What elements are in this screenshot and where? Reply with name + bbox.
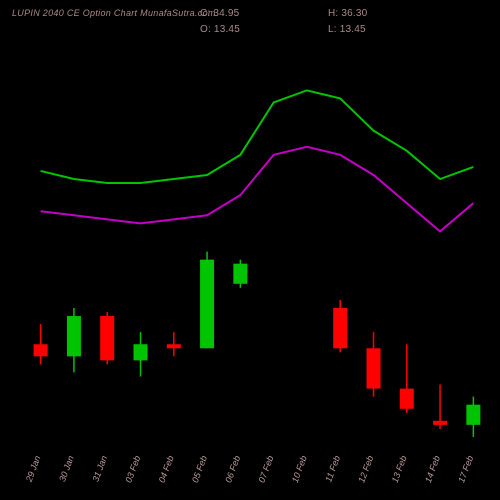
x-axis-label: 12 Feb (356, 454, 375, 484)
x-axis-label: 03 Feb (123, 454, 142, 484)
x-axis-label: 14 Feb (423, 454, 442, 484)
x-axis-label: 30 Jan (57, 454, 76, 483)
candle-body (200, 260, 214, 349)
x-axis-label: 05 Feb (190, 454, 209, 484)
candle-body (367, 348, 381, 388)
x-axis-label: 04 Feb (157, 454, 176, 484)
x-axis-label: 11 Feb (323, 454, 342, 483)
candle-body (34, 344, 48, 356)
candle-body (400, 389, 414, 409)
upper_line (41, 90, 474, 183)
lower_line (41, 147, 474, 232)
x-axis-label: 07 Feb (257, 454, 276, 484)
x-axis-label: 29 Jan (24, 454, 43, 484)
chart-canvas: 29 Jan 30 Jan 31 Jan 03 Feb 04 Feb 05 Feb 06 F… (0, 0, 500, 500)
x-axis-label: 17 Feb (456, 454, 475, 484)
candle-body (433, 421, 447, 425)
x-axis-label: 10 Feb (290, 454, 309, 484)
candle-body (134, 344, 148, 360)
x-axis-label: 13 Feb (390, 454, 409, 484)
candle-body (233, 264, 247, 284)
candle-body (167, 344, 181, 348)
option-chart: LUPIN 2040 CE Option Chart MunafaSutra.c… (0, 0, 500, 500)
x-axis-label: 31 Jan (90, 454, 109, 483)
candle-body (333, 308, 347, 348)
candle-body (466, 405, 480, 425)
candle-body (67, 316, 81, 356)
candle-body (100, 316, 114, 360)
x-axis-label: 06 Feb (223, 454, 242, 484)
